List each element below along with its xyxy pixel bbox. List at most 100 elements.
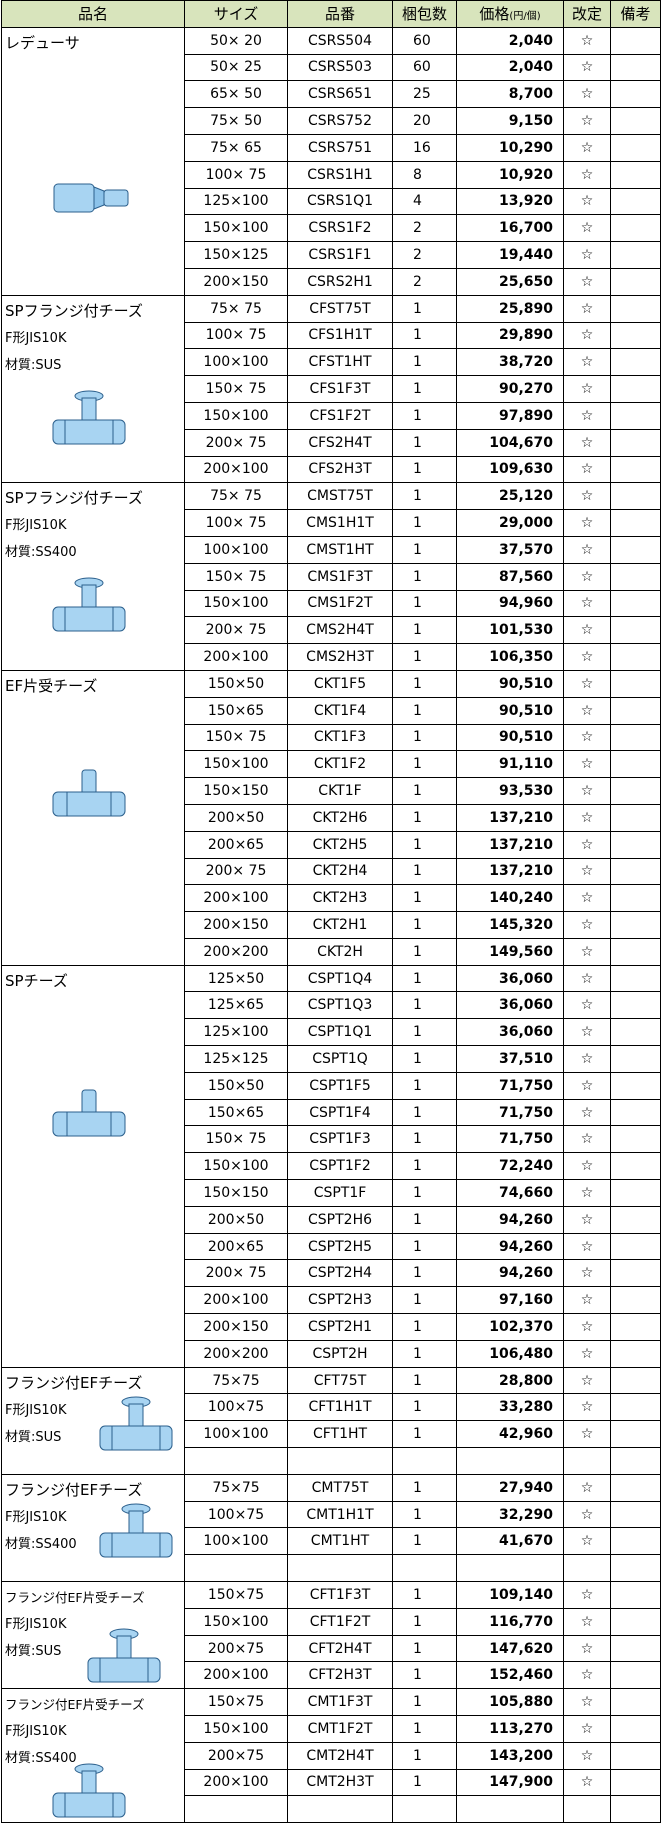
size-cell: 100×75 [184, 1393, 288, 1422]
flange-tee-icon [52, 390, 126, 445]
size-cell: 200×50 [184, 1205, 288, 1234]
product-name-line: F形JIS10K [5, 1724, 67, 1740]
price-cell: 94,260 [456, 1205, 564, 1234]
qty-cell: 1 [392, 1393, 457, 1422]
price-cell: 33,280 [456, 1393, 564, 1422]
size-cell: 150×65 [184, 696, 288, 725]
size-cell: 200×100 [184, 884, 288, 913]
table-row: レデューサ 50× 20 CSRS504 60 2,040 ☆ [1, 26, 661, 296]
header-price-unit: (円/個) [509, 11, 541, 23]
size-cell: 200×100 [184, 1661, 288, 1690]
remarks-cell [610, 1527, 661, 1556]
product-name-line: フランジ付EFチーズ [5, 1480, 143, 1499]
size-cell: 150×100 [184, 589, 288, 618]
size-cell: 150×50 [184, 1071, 288, 1100]
price-cell: 29,000 [456, 509, 564, 537]
size-cell: 200×75 [184, 1634, 288, 1663]
product-name-line: F形JIS10K [5, 1617, 67, 1633]
table-row: フランジ付EF片受チーズ F形JIS10K 材質:SS400 150×75 CMT1F3… [1, 1688, 661, 1824]
code-cell: CMS1H1T [287, 509, 393, 537]
table-row: 200×100 CMT2H3T 1 147,900 ☆ [2, 1768, 661, 1797]
code-cell: CKT2H3 [287, 884, 393, 913]
remarks-cell [610, 1232, 661, 1261]
code-cell: CSPT1F4 [287, 1098, 393, 1127]
qty-cell: 1 [392, 964, 457, 993]
revised-cell: ☆ [563, 1741, 611, 1770]
revised-cell: ☆ [563, 160, 611, 189]
price-cell: 37,570 [456, 535, 564, 564]
qty-cell: 1 [392, 884, 457, 913]
size-cell: 150×150 [184, 777, 288, 805]
price-cell: 71,750 [456, 1098, 564, 1127]
code-cell: CMS1F3T [287, 562, 393, 591]
code-cell: CMT75T [287, 1473, 393, 1502]
tee-icon [52, 1089, 126, 1137]
remarks-cell [610, 401, 661, 430]
table-row: 150×150 CSPT1F 1 74,660 ☆ [2, 1179, 661, 1207]
remarks-cell [610, 482, 661, 511]
revised-cell: ☆ [563, 562, 611, 591]
revised-cell: ☆ [563, 643, 611, 671]
table-row: 200×65 CSPT2H5 1 94,260 ☆ [2, 1232, 661, 1261]
remarks-cell [610, 964, 661, 993]
size-cell: 125×50 [184, 964, 288, 993]
table-row: 150×50 CSPT1F5 1 71,750 ☆ [2, 1071, 661, 1100]
code-cell: CSPT1F [287, 1179, 393, 1207]
price-cell: 36,060 [456, 991, 564, 1020]
code-cell: CFT1F2T [287, 1607, 393, 1636]
table-row: SPフランジ付チーズ F形JIS10K 材質:SUS 75× 75 CFST75T 1 25… [1, 294, 661, 484]
price-cell: 2,040 [456, 53, 564, 82]
revised-cell: ☆ [563, 1313, 611, 1341]
qty-cell: 1 [392, 1045, 457, 1073]
revised-cell: ☆ [563, 1286, 611, 1315]
qty-cell: 1 [392, 1232, 457, 1261]
price-cell: 93,530 [456, 777, 564, 805]
table-row: 200×150 CSRS2H1 2 25,650 ☆ [2, 267, 661, 296]
table-row: 200× 75 CSPT2H4 1 94,260 ☆ [2, 1259, 661, 1288]
revised-cell: ☆ [563, 80, 611, 109]
table-row: 200×65 CKT2H5 1 137,210 ☆ [2, 830, 661, 859]
remarks-cell [610, 1768, 661, 1797]
qty-cell: 1 [392, 1768, 457, 1797]
price-cell: 91,110 [456, 750, 564, 779]
product-name-cell: フランジ付EFチーズ F形JIS10K 材質:SS400 [1, 1473, 185, 1583]
qty-cell: 1 [392, 589, 457, 618]
qty-cell: 1 [392, 723, 457, 752]
revised-cell: ☆ [563, 1259, 611, 1288]
price-cell: 106,480 [456, 1339, 564, 1368]
code-cell: CSPT2H1 [287, 1313, 393, 1341]
price-cell: 97,160 [456, 1286, 564, 1315]
revised-cell: ☆ [563, 1152, 611, 1181]
table-row: 50× 25 CSRS503 60 2,040 ☆ [2, 53, 661, 82]
size-cell: 150×65 [184, 1098, 288, 1127]
remarks-cell [610, 428, 661, 457]
blank-cell [392, 1447, 457, 1475]
code-cell: CKT1F5 [287, 669, 393, 698]
size-cell: 200×100 [184, 1768, 288, 1797]
remarks-cell [610, 589, 661, 618]
code-cell: CMT2H4T [287, 1741, 393, 1770]
product-name-line: F形JIS10K [5, 330, 67, 346]
price-cell: 143,200 [456, 1741, 564, 1770]
remarks-cell [610, 1152, 661, 1181]
table-row: 150×100 CKT1F2 1 91,110 ☆ [2, 750, 661, 779]
table-row: 150×100 CSPT1F2 1 72,240 ☆ [2, 1152, 661, 1181]
product-name-line: フランジ付EFチーズ [5, 1373, 143, 1392]
code-cell: CKT2H1 [287, 911, 393, 939]
size-cell: 200×65 [184, 1232, 288, 1261]
revised-cell: ☆ [563, 1420, 611, 1449]
table-row: 100×100 CFST1HT 1 38,720 ☆ [2, 348, 661, 377]
remarks-cell [610, 857, 661, 886]
qty-cell: 1 [392, 937, 457, 966]
size-cell: 125×125 [184, 1045, 288, 1073]
table-row: 100× 75 CMS1H1T 1 29,000 ☆ [2, 509, 661, 537]
size-cell: 75× 75 [184, 294, 288, 323]
remarks-cell [610, 1393, 661, 1422]
remarks-cell [610, 509, 661, 537]
price-cell: 145,320 [456, 911, 564, 939]
blank-cell [456, 1795, 564, 1824]
price-cell: 116,770 [456, 1607, 564, 1636]
revised-cell: ☆ [563, 991, 611, 1020]
code-cell: CMT1F3T [287, 1688, 393, 1716]
